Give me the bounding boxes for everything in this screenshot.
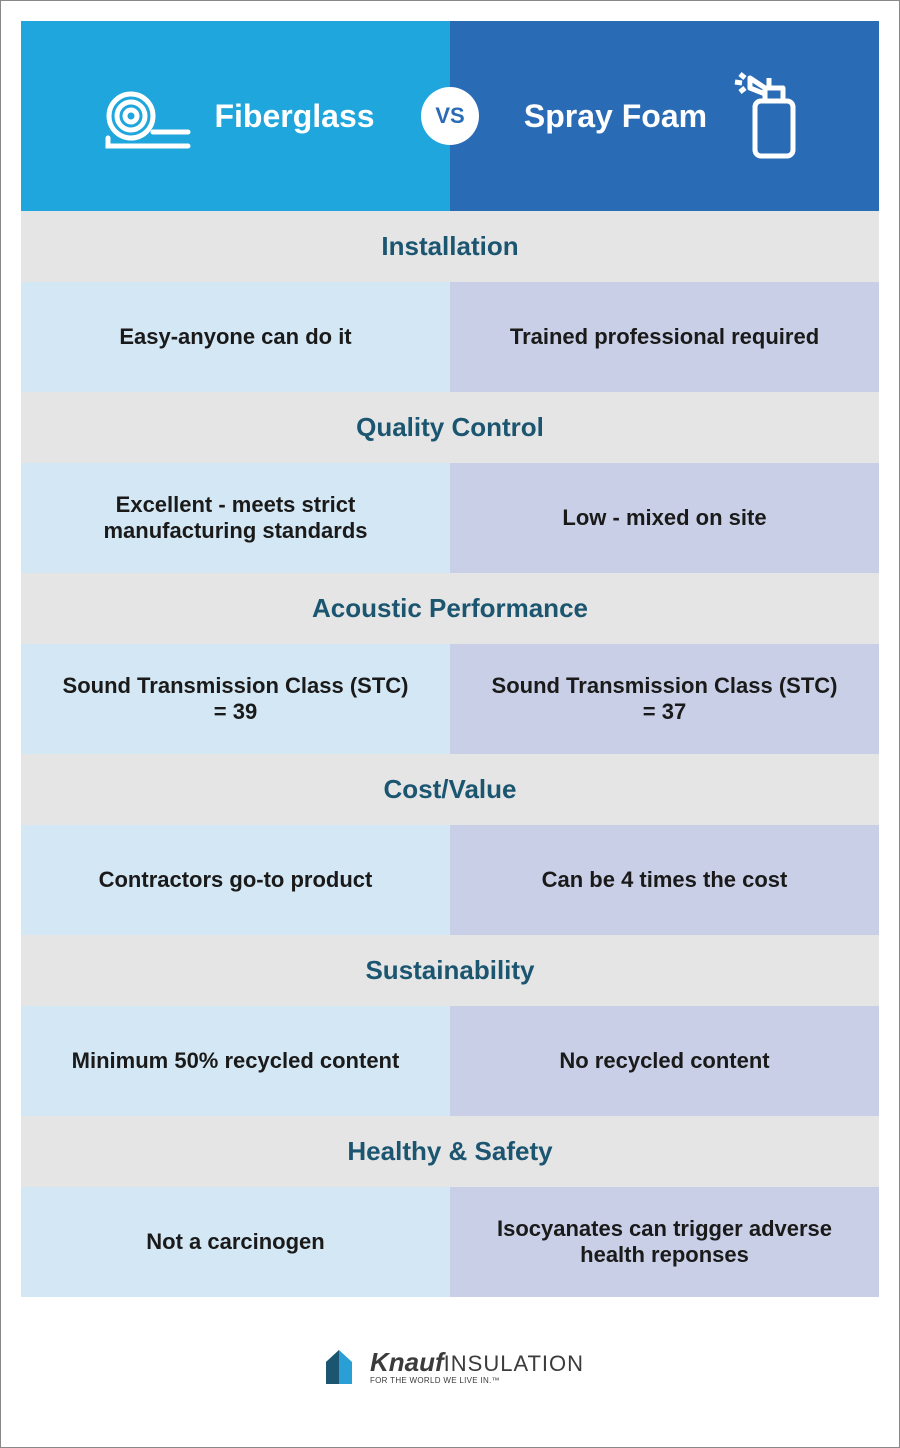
- section-title: Cost/Value: [21, 754, 879, 825]
- comparison-row: Not a carcinogen Isocyanates can trigger…: [21, 1187, 879, 1297]
- logo-text: KnaufINSULATION FOR THE WORLD WE LIVE IN…: [370, 1349, 584, 1385]
- footer: KnaufINSULATION FOR THE WORLD WE LIVE IN…: [21, 1307, 879, 1427]
- section-title: Sustainability: [21, 935, 879, 1006]
- comparison-row: Minimum 50% recycled content No recycled…: [21, 1006, 879, 1116]
- logo-tagline: FOR THE WORLD WE LIVE IN.™: [370, 1377, 584, 1385]
- section-title: Installation: [21, 211, 879, 282]
- cell-sprayfoam: No recycled content: [450, 1006, 879, 1116]
- infographic-frame: Fiberglass Spray Foam VS Installation: [0, 0, 900, 1448]
- section-title: Quality Control: [21, 392, 879, 463]
- cell-sprayfoam: Sound Transmission Class (STC) = 37: [450, 644, 879, 754]
- comparison-row: Sound Transmission Class (STC) = 39 Soun…: [21, 644, 879, 754]
- cell-fiberglass: Excellent - meets strict manufacturing s…: [21, 463, 450, 573]
- cell-fiberglass: Sound Transmission Class (STC) = 39: [21, 644, 450, 754]
- logo-brand-thin: INSULATION: [444, 1351, 584, 1376]
- vs-badge: VS: [421, 87, 479, 145]
- spray-bottle-icon: [725, 66, 805, 166]
- cell-sprayfoam: Trained professional required: [450, 282, 879, 392]
- header-sprayfoam: Spray Foam: [450, 21, 879, 211]
- fiberglass-roll-icon: [96, 76, 196, 156]
- comparison-row: Excellent - meets strict manufacturing s…: [21, 463, 879, 573]
- comparison-table: Installation Easy-anyone can do it Train…: [21, 211, 879, 1307]
- header-fiberglass: Fiberglass: [21, 21, 450, 211]
- vs-label: VS: [435, 103, 464, 129]
- logo-name: KnaufINSULATION: [370, 1349, 584, 1375]
- section-title: Acoustic Performance: [21, 573, 879, 644]
- header-left-label: Fiberglass: [214, 98, 374, 135]
- cell-fiberglass: Not a carcinogen: [21, 1187, 450, 1297]
- brand-logo: KnaufINSULATION FOR THE WORLD WE LIVE IN…: [316, 1344, 584, 1390]
- cell-fiberglass: Easy-anyone can do it: [21, 282, 450, 392]
- cell-sprayfoam: Isocyanates can trigger adverse health r…: [450, 1187, 879, 1297]
- logo-brand-bold: Knauf: [370, 1347, 444, 1377]
- cell-fiberglass: Minimum 50% recycled content: [21, 1006, 450, 1116]
- cell-sprayfoam: Can be 4 times the cost: [450, 825, 879, 935]
- comparison-row: Easy-anyone can do it Trained profession…: [21, 282, 879, 392]
- cell-fiberglass: Contractors go-to product: [21, 825, 450, 935]
- comparison-header: Fiberglass Spray Foam VS: [21, 21, 879, 211]
- cell-sprayfoam: Low - mixed on site: [450, 463, 879, 573]
- header-right-label: Spray Foam: [524, 98, 707, 135]
- section-title: Healthy & Safety: [21, 1116, 879, 1187]
- comparison-row: Contractors go-to product Can be 4 times…: [21, 825, 879, 935]
- logo-mark-icon: [316, 1344, 362, 1390]
